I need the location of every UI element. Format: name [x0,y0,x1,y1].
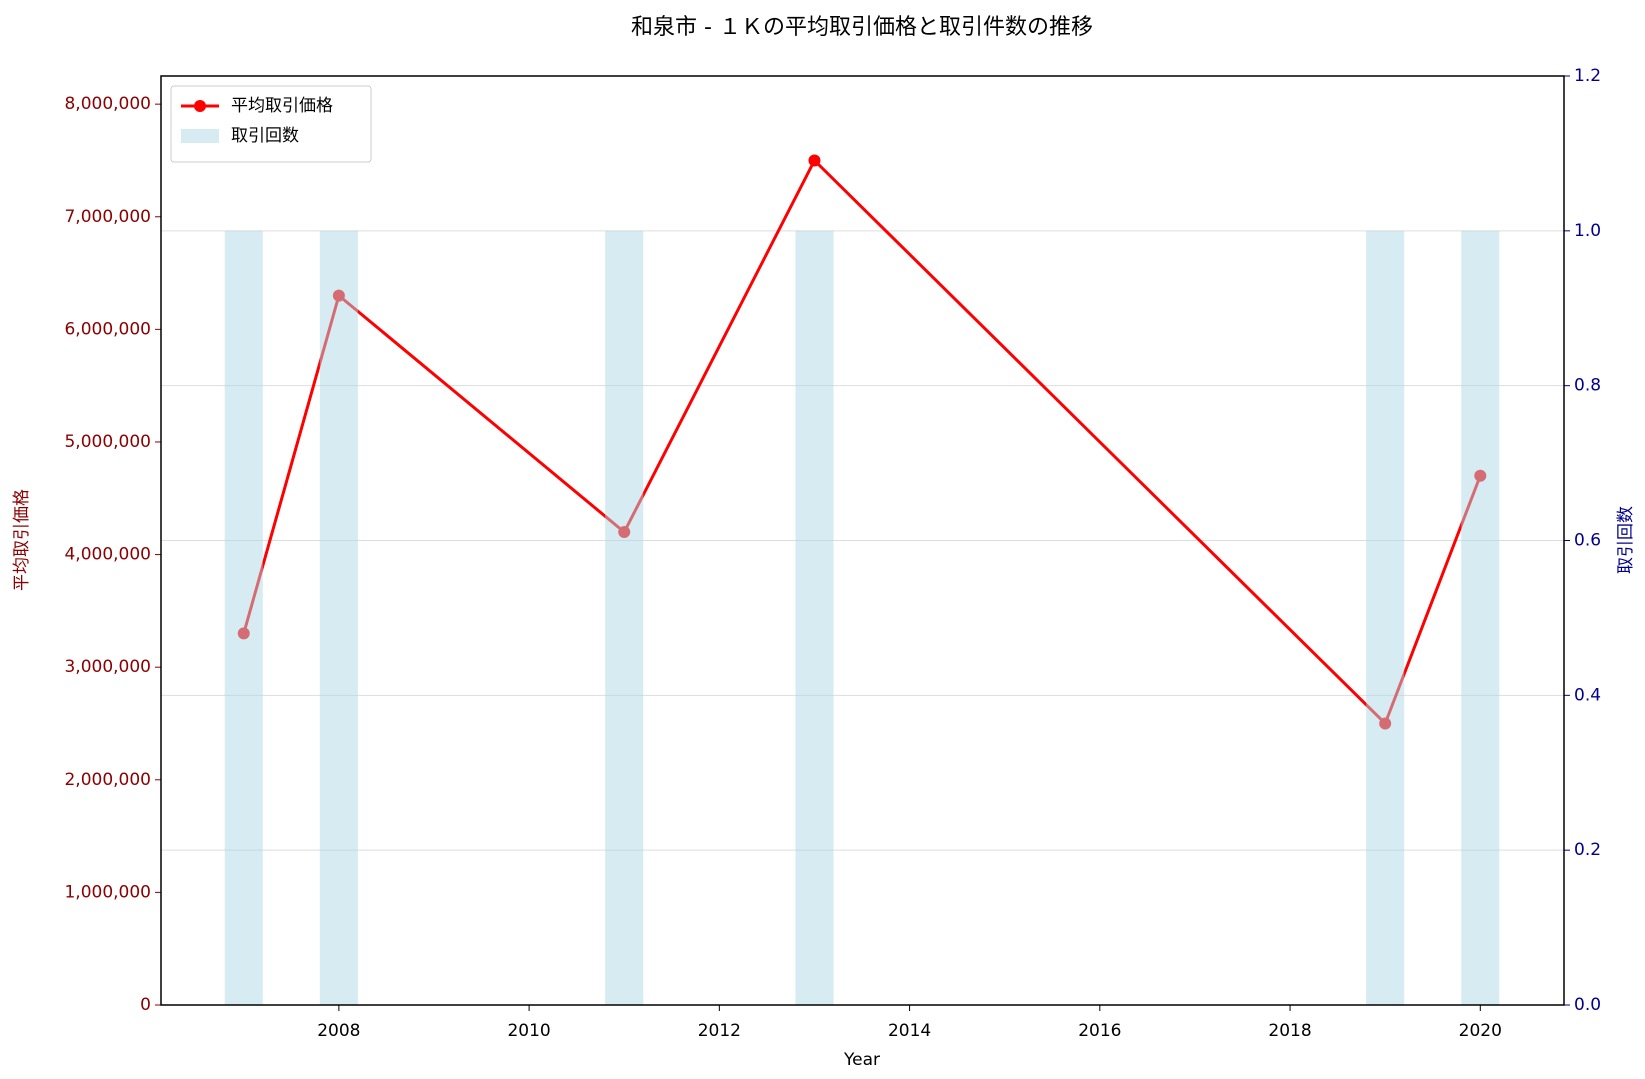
chart-title: 和泉市 - １Ｋの平均取引価格と取引件数の推移 [631,15,1093,40]
plot-frame [160,75,1565,1006]
legend-box [170,85,372,163]
x-tick-label: 2012 [698,1021,741,1041]
y2-tick-label: 1.2 [1574,66,1601,86]
point [808,154,821,167]
x-tick-label: 2020 [1459,1021,1502,1041]
y2-tick-label: 0.4 [1574,685,1601,705]
x-tick-label: 2018 [1268,1021,1311,1041]
y-tick-label: 0 [140,995,151,1015]
bar [319,230,358,1006]
legend-swatch [181,129,219,143]
bar [1461,230,1500,1006]
y-tick-label: 5,000,000 [64,432,151,452]
y2-tick-label: 1.0 [1574,221,1601,241]
legend-label: 取引回数 [231,126,299,146]
line [242,157,1482,727]
bar [1366,230,1405,1006]
x-tick-label: 2010 [507,1021,550,1041]
y-tick-label: 7,000,000 [64,207,151,227]
x-tick-label: 2008 [317,1021,360,1041]
y-tick-label: 1,000,000 [64,882,151,902]
x-tick-label: 2014 [888,1021,931,1041]
y2-tick-label: 0.6 [1574,531,1601,551]
y-tick-label: 4,000,000 [64,545,151,565]
legend-marker [194,100,206,112]
y2-tick-label: 0.2 [1574,840,1601,860]
y-tick-label: 2,000,000 [64,770,151,790]
y-axis-label: 平均取引価格 [12,489,32,591]
x-axis-label: Year [843,1050,880,1070]
y2-axis-label: 取引回数 [1616,506,1636,574]
bar [605,230,644,1006]
bar [795,230,834,1006]
y-tick-label: 6,000,000 [64,319,151,339]
y2-tick-label: 0.0 [1574,995,1601,1015]
bar [224,230,263,1006]
legend-label: 平均取引価格 [231,96,333,116]
y-tick-label: 8,000,000 [64,94,151,114]
y2-tick-label: 0.8 [1574,376,1601,396]
y-tick-label: 3,000,000 [64,657,151,677]
x-tick-label: 2016 [1078,1021,1121,1041]
